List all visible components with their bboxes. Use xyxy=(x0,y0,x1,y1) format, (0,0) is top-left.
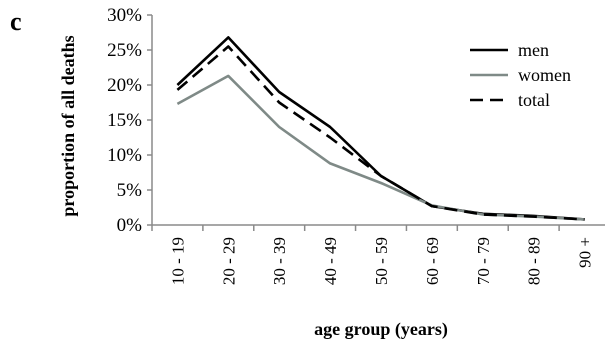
x-tick-labels: 10 - 19 20 - 29 30 - 39 40 - 49 50 - 59 60 - … xyxy=(168,237,594,285)
y-tick-label: 0% xyxy=(117,215,143,236)
legend: men women total xyxy=(470,40,571,110)
legend-label-men: men xyxy=(518,40,549,60)
x-tick-label: 70 - 79 xyxy=(474,237,493,285)
x-tick-label: 40 - 49 xyxy=(321,237,340,285)
legend-label-total: total xyxy=(518,90,550,110)
series-lines xyxy=(176,36,585,221)
axes xyxy=(147,14,605,231)
y-tick-label: 5% xyxy=(117,180,143,201)
series-line-total xyxy=(176,45,585,221)
x-tick-label: 20 - 29 xyxy=(219,237,238,285)
x-tick-label: 90 + xyxy=(576,237,595,268)
y-axis-title: proportion of all deaths xyxy=(58,35,78,216)
x-tick-label: 10 - 19 xyxy=(168,237,187,285)
y-tick-label: 10% xyxy=(107,145,142,166)
x-tick-label: 30 - 39 xyxy=(270,237,289,285)
y-tick-label: 20% xyxy=(107,75,142,96)
y-tick-label: 15% xyxy=(107,110,142,131)
y-tick-label: 30% xyxy=(107,5,142,26)
x-tick-label: 50 - 59 xyxy=(372,237,391,285)
y-tick-labels: 0% 5% 10% 15% 20% 25% 30% xyxy=(107,5,142,236)
x-tick-label: 60 - 69 xyxy=(423,237,442,285)
y-tick-label: 25% xyxy=(107,40,142,61)
x-tick-label: 80 - 89 xyxy=(525,237,544,285)
legend-label-women: women xyxy=(518,65,571,85)
x-axis-title: age group (years) xyxy=(314,319,448,340)
panel-label: c xyxy=(10,7,22,36)
